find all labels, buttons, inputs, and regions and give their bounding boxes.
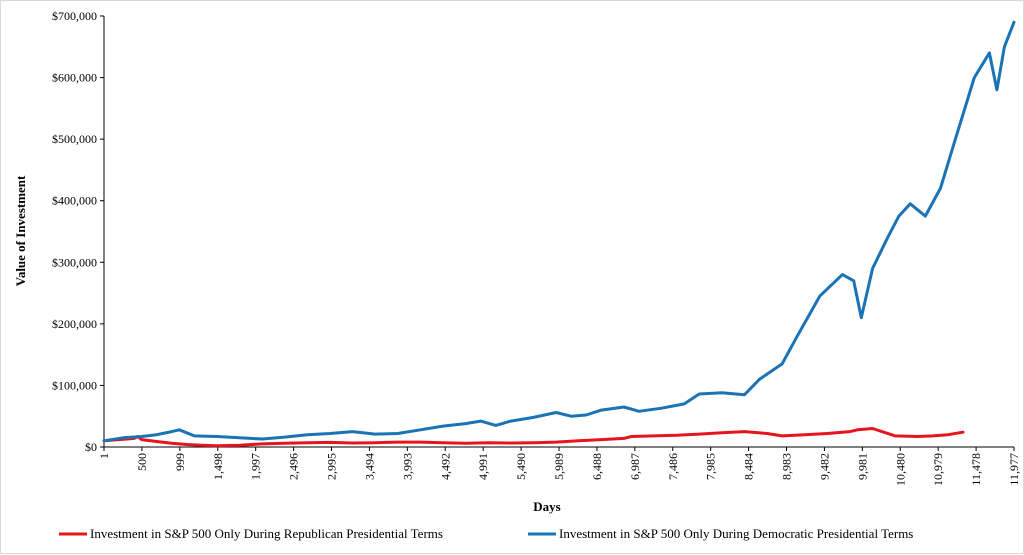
y-tick-label: $300,000 <box>52 255 97 269</box>
democratic-series-line <box>102 20 1016 443</box>
x-tick-label: 1,997 <box>249 453 263 480</box>
y-tick-label: $100,000 <box>52 378 97 392</box>
axes <box>103 16 1014 448</box>
x-tick-label: 1 <box>97 453 111 459</box>
x-tick-label: 6,488 <box>590 453 604 480</box>
x-tick-label: 6,987 <box>628 453 642 480</box>
x-tick-label: 4,991 <box>476 453 490 480</box>
legend: Investment in S&P 500 Only During Republ… <box>59 526 913 541</box>
x-tick-label: 11,977 <box>1007 453 1021 486</box>
y-axis-ticks: $0 $100,000 $200,000 $300,000 $400,000 $500,0… <box>52 9 104 454</box>
y-tick-label: $600,000 <box>52 71 97 85</box>
x-tick-label: 1,498 <box>211 453 225 480</box>
x-tick-label: 7,985 <box>704 453 718 480</box>
y-tick-label: $500,000 <box>52 132 97 146</box>
x-tick-label: 9,482 <box>817 453 831 480</box>
x-tick-label: 3,494 <box>362 453 376 480</box>
y-axis-title: Value of Investment <box>13 175 28 286</box>
x-tick-label: 11,478 <box>969 453 983 486</box>
x-tick-label: 5,989 <box>552 453 566 480</box>
x-tick-label: 8,983 <box>780 453 794 480</box>
x-axis-title: Days <box>533 499 560 514</box>
x-tick-label: 7,486 <box>666 453 680 480</box>
y-tick-label: $400,000 <box>52 194 97 208</box>
x-tick-label: 10,480 <box>893 453 907 486</box>
legend-label-republican: Investment in S&P 500 Only During Republ… <box>90 526 443 541</box>
x-tick-label: 2,995 <box>325 453 339 480</box>
legend-label-democratic: Investment in S&P 500 Only During Democr… <box>559 526 913 541</box>
republican-series-line <box>102 427 965 448</box>
x-tick-label: 999 <box>173 453 187 471</box>
x-tick-label: 2,496 <box>287 453 301 480</box>
x-tick-label: 5,490 <box>514 453 528 480</box>
y-tick-label: $0 <box>85 440 97 454</box>
x-tick-label: 10,979 <box>931 453 945 486</box>
x-axis-ticks: 1 500 999 1,498 1,997 2,496 2,995 3,494 3,993 4,4… <box>97 447 1021 486</box>
x-tick-label: 500 <box>135 453 149 471</box>
y-tick-label: $200,000 <box>52 317 97 331</box>
series-lines <box>102 20 1016 448</box>
x-tick-label: 3,993 <box>400 453 414 480</box>
y-tick-label: $700,000 <box>52 9 97 23</box>
x-tick-label: 4,492 <box>438 453 452 480</box>
x-tick-label: 9,981 <box>855 453 869 480</box>
x-tick-label: 8,484 <box>742 453 756 480</box>
